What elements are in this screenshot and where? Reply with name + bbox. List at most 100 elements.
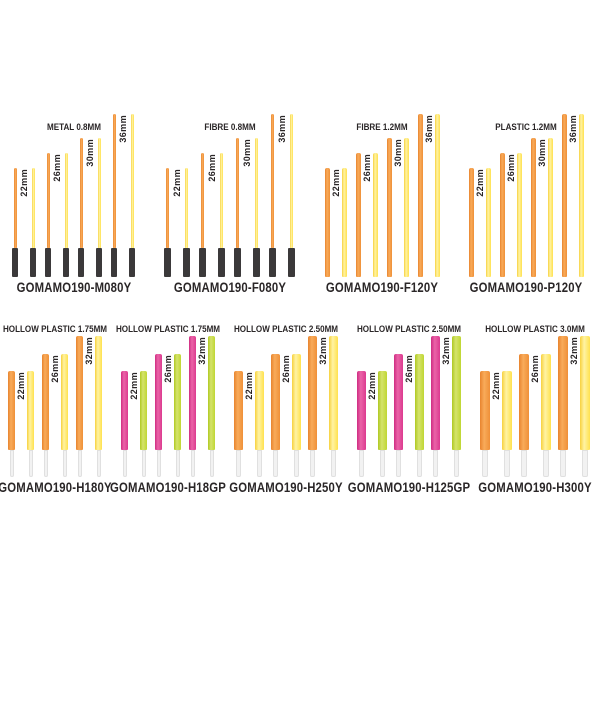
- stick-bar-pink: [189, 336, 196, 450]
- stick-yellow: [292, 354, 301, 477]
- stick-bar-yellow: [185, 168, 189, 248]
- stick-green: [415, 354, 424, 477]
- grip-tip: [30, 248, 36, 277]
- stick-bar-yellow: [403, 138, 409, 277]
- grip-tip: [164, 248, 172, 277]
- size-label: 26mm: [207, 154, 218, 182]
- stick-yellow: [541, 354, 551, 477]
- hollow-stem: [141, 450, 146, 477]
- product-group: FIBRE 0.8MM 22mm 26mm 30mm 36mm GOMAMO190-F08…: [164, 114, 296, 296]
- size-pair: 26mm: [271, 354, 301, 477]
- stick-orange: [324, 168, 330, 277]
- stick-bar-yellow: [547, 138, 553, 277]
- product-group: HOLLOW PLASTIC 2.50MM 22mm 26mm 32mm GOMAMO1…: [229, 324, 342, 496]
- stick-yellow: [578, 114, 584, 277]
- stick-yellow: [63, 153, 69, 277]
- product-group: HOLLOW PLASTIC 1.75MM 22mm 26mm 32mm GOMAMO1…: [0, 324, 112, 496]
- row-solid-core-sticks: METAL 0.8MM 22mm 26mm 30mm 36mm GOMAMO190-M08…: [12, 114, 584, 296]
- stick-orange: [45, 153, 51, 277]
- stick-bar-orange: [324, 168, 330, 277]
- size-pair: 22mm: [234, 371, 264, 477]
- size-label: 32mm: [569, 337, 579, 365]
- stick-green: [378, 371, 387, 477]
- size-chart: 22mm 26mm 30mm 36mm: [324, 114, 440, 277]
- stick-green: [208, 336, 215, 477]
- product-group: METAL 0.8MM 22mm 26mm 30mm 36mm GOMAMO190-M08…: [12, 114, 135, 296]
- product-code: GOMAMO190-H18GP: [110, 480, 226, 495]
- stick-bar-green: [452, 336, 461, 450]
- grip-tip: [96, 248, 102, 277]
- stick-bar-orange: [46, 153, 50, 248]
- stick-bar-orange: [234, 371, 243, 450]
- stick-bar-green: [174, 354, 181, 450]
- hollow-stem: [9, 450, 14, 477]
- stick-bar-pink: [357, 371, 366, 450]
- stick-bar-orange: [499, 153, 505, 277]
- size-chart: 22mm 26mm 32mm: [357, 336, 461, 477]
- product-size-chart: METAL 0.8MM 22mm 26mm 30mm 36mm GOMAMO190-M08…: [0, 114, 600, 714]
- stick-orange: [78, 138, 84, 277]
- grip-tip: [12, 248, 18, 277]
- stick-yellow: [61, 354, 68, 477]
- hollow-stem: [396, 450, 401, 477]
- hollow-stem: [543, 450, 549, 477]
- stick-orange: [164, 168, 172, 277]
- stick-pink: [431, 336, 440, 477]
- size-pair: 26mm: [394, 354, 424, 477]
- hollow-stem: [521, 450, 527, 477]
- stick-bar-orange: [79, 138, 83, 248]
- stick-bar-yellow: [95, 336, 102, 450]
- size-label: 26mm: [505, 154, 516, 182]
- stick-pink: [189, 336, 196, 477]
- size-pair: 26mm: [42, 354, 68, 477]
- stick-orange: [468, 168, 474, 277]
- size-label: 26mm: [163, 355, 173, 383]
- grip-tip: [111, 248, 117, 277]
- product-code: GOMAMO190-H180Y: [0, 480, 112, 495]
- stick-bar-orange: [13, 168, 17, 248]
- stick-bar-yellow: [341, 168, 347, 277]
- stick-orange: [42, 354, 49, 477]
- product-code: GOMAMO190-F120Y: [326, 280, 439, 295]
- product-code: GOMAMO190-H300Y: [478, 480, 592, 495]
- stick-orange: [271, 354, 280, 477]
- stick-bar-yellow: [64, 153, 68, 248]
- size-pair: 30mm: [78, 138, 102, 277]
- stick-bar-orange: [561, 114, 567, 277]
- size-pair: 32mm: [558, 336, 590, 477]
- size-label: 22mm: [19, 169, 29, 197]
- stick-bar-orange: [166, 168, 170, 248]
- stick-bar-green: [378, 371, 387, 450]
- hollow-stem: [294, 450, 299, 477]
- stick-yellow: [27, 371, 34, 477]
- size-pair: 36mm: [111, 114, 135, 277]
- product-code: GOMAMO190-H250Y: [229, 480, 343, 495]
- stick-bar-orange: [112, 114, 116, 248]
- size-pair: 22mm: [324, 168, 347, 277]
- stick-bar-yellow: [516, 153, 522, 277]
- stick-bar-pink: [431, 336, 440, 450]
- product-code: GOMAMO190-P120Y: [470, 280, 583, 295]
- size-pair: 36mm: [561, 114, 584, 277]
- size-label: 30mm: [242, 139, 253, 167]
- grip-tip: [199, 248, 207, 277]
- stick-yellow: [502, 371, 512, 477]
- stick-yellow: [580, 336, 590, 477]
- product-group: HOLLOW PLASTIC 1.75MM 22mm 26mm 32mm GOMAMO1…: [110, 324, 226, 496]
- hollow-stem: [359, 450, 364, 477]
- stick-bar-yellow: [255, 138, 259, 248]
- stick-bar-yellow: [485, 168, 491, 277]
- size-pair: 32mm: [431, 336, 461, 477]
- stick-yellow: [547, 138, 553, 277]
- stick-pink: [121, 371, 128, 477]
- stick-bar-orange: [480, 371, 490, 450]
- product-group: HOLLOW PLASTIC 2.50MM 22mm 26mm 32mm GOMAMO1…: [348, 324, 470, 496]
- stick-orange: [111, 114, 117, 277]
- size-label: 26mm: [530, 355, 540, 383]
- group-title: FIBRE 0.8MM: [204, 122, 256, 133]
- size-pair: 26mm: [355, 153, 378, 277]
- hollow-stem: [310, 450, 315, 477]
- size-pair: 22mm: [121, 371, 147, 477]
- stick-yellow: [516, 153, 522, 277]
- stick-bar-pink: [155, 354, 162, 450]
